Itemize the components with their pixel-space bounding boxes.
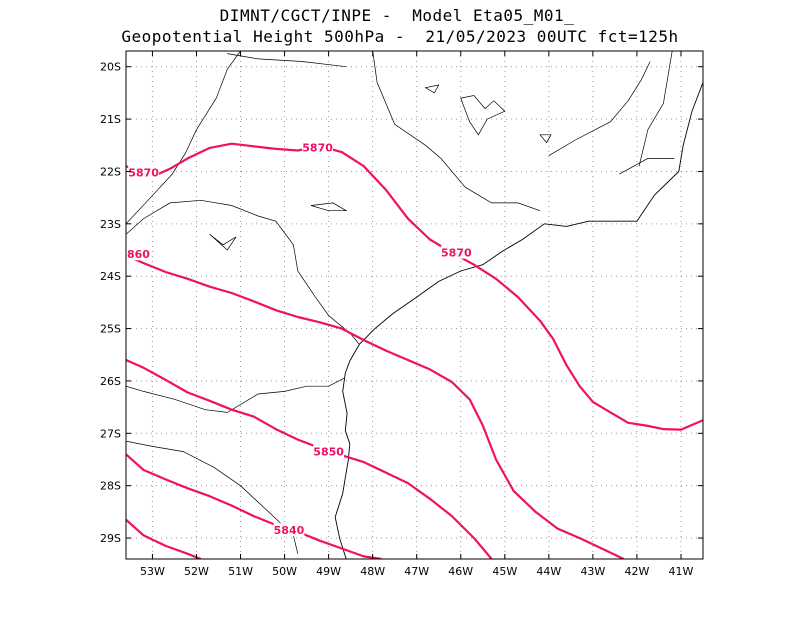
state-border [126, 377, 345, 413]
map-frame [125, 50, 704, 560]
map-features [126, 51, 703, 559]
state-border [126, 199, 360, 345]
lat-tick-label: 24S [100, 270, 121, 283]
contour-label: 5850 [313, 446, 344, 459]
state-border [619, 158, 675, 175]
lat-tick-label: 28S [100, 480, 121, 493]
lat-tick-label: 25S [100, 323, 121, 336]
state-border [227, 53, 347, 68]
lake-outline [310, 202, 348, 212]
contour-label: 860 [127, 248, 150, 261]
lake-outline [209, 234, 237, 251]
coastline [334, 82, 703, 559]
map-subtitle: Geopotential Height 500hPa - 21/05/2023 … [121, 27, 679, 46]
lon-tick-label: 53W [140, 565, 165, 578]
lat-tick-label: 26S [100, 375, 121, 388]
lat-tick-label: 21S [100, 113, 121, 126]
contour-line-5850 [126, 358, 493, 559]
lon-tick-label: 52W [184, 565, 209, 578]
lon-tick-label: 48W [360, 565, 385, 578]
map-title: DIMNT/CGCT/INPE - Model Eta05_M01_ [219, 6, 575, 25]
contour-lines: 5870 5870 5870 860 5850 5840 [126, 140, 703, 559]
lat-tick-label: 20S [100, 61, 121, 74]
lon-tick-label: 50W [272, 565, 297, 578]
lon-tick-label: 45W [492, 565, 517, 578]
axis-ticks [126, 51, 703, 559]
lake-outline [539, 134, 552, 144]
lat-tick-label: 23S [100, 218, 121, 231]
contour-line-5840 [126, 453, 382, 559]
contour-line-5860 [126, 254, 625, 559]
state-border [126, 51, 241, 225]
lon-tick-label: 46W [448, 565, 473, 578]
lon-tick-label: 47W [404, 565, 429, 578]
lon-tick-label: 41W [669, 565, 694, 578]
lon-tick-label: 44W [536, 565, 561, 578]
contour-line-5870 [126, 142, 703, 431]
lat-tick-label: 22S [100, 165, 121, 178]
lon-tick-label: 43W [580, 565, 605, 578]
state-border [548, 61, 651, 157]
contour-label: 5840 [274, 524, 305, 537]
lon-tick-label: 42W [624, 565, 649, 578]
contour-line-5830 [126, 518, 202, 559]
contour-label: 5870 [302, 141, 333, 154]
axis-tick-labels: 20S 21S 22S 23S 24S 25S 26S 27S 28S 29S 53W 52W 51W 5… [100, 61, 694, 578]
state-border [638, 51, 673, 167]
lake-outline [424, 84, 440, 94]
lat-tick-label: 29S [100, 532, 121, 545]
gridlines [126, 51, 703, 559]
contour-label: 5870 [128, 167, 159, 180]
lake-outline [460, 95, 506, 136]
lat-tick-label: 27S [100, 427, 121, 440]
state-border [372, 51, 541, 212]
lon-tick-label: 51W [228, 565, 253, 578]
contour-label: 5870 [441, 247, 472, 260]
lon-tick-label: 49W [316, 565, 341, 578]
